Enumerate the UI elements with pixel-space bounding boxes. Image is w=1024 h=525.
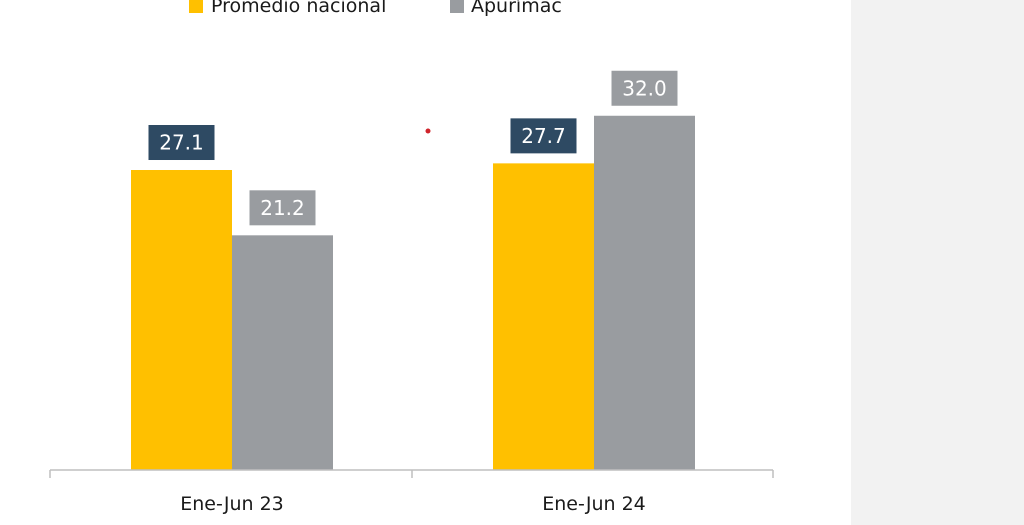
- bar-1-1: [594, 115, 695, 470]
- data-label-0-0: 27.1: [159, 131, 204, 155]
- data-label-1-1: 32.0: [622, 76, 667, 100]
- legend: Promedio nacional Apurímac: [189, 0, 562, 17]
- data-label-box-1-0: [510, 118, 577, 154]
- value-labels: 27.1 21.2 27.7 32.0: [148, 70, 678, 226]
- bar-1-0: [493, 163, 594, 470]
- legend-swatch-promedio-nacional: [189, 0, 203, 13]
- red-dot-mark: [425, 128, 431, 134]
- side-panel: [851, 0, 1024, 525]
- data-label-box-0-1: [249, 190, 316, 226]
- legend-label-apurimac: Apurímac: [471, 0, 562, 17]
- data-label-box-1-1: [611, 70, 678, 106]
- legend-label-promedio-nacional: Promedio nacional: [211, 0, 386, 17]
- bars: [131, 115, 695, 471]
- data-label-1-0: 27.7: [521, 124, 566, 148]
- data-label-0-1: 21.2: [260, 196, 305, 220]
- x-tick-label-ene-jun-24: Ene-Jun 24: [542, 493, 646, 515]
- legend-swatch-apurimac: [450, 0, 464, 13]
- bar-0-1: [232, 235, 333, 470]
- x-tick-label-ene-jun-23: Ene-Jun 23: [180, 493, 284, 515]
- data-label-box-0-0: [148, 125, 215, 161]
- bar-0-0: [131, 170, 232, 471]
